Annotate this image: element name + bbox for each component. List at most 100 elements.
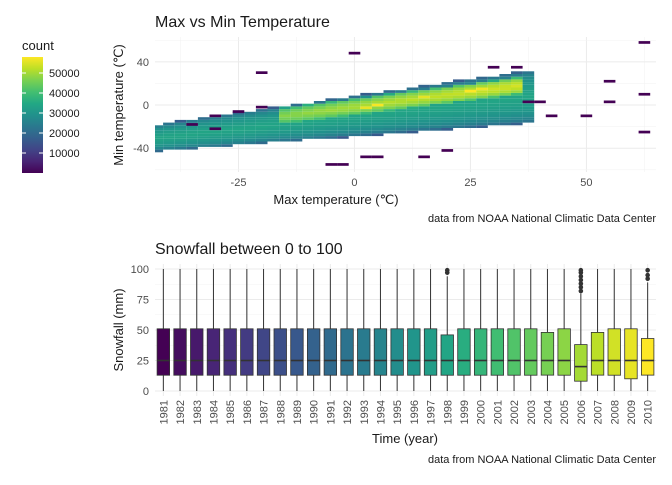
heatmap-cell [511, 122, 523, 126]
box-iqr [256, 328, 271, 376]
heatmap-cell [371, 133, 384, 137]
box-2004 [540, 269, 555, 391]
boxplot-x-tick-label: 1994 [375, 400, 387, 424]
heatmap-cell [464, 111, 477, 115]
heatmap-cell [511, 98, 523, 101]
heatmap-cell [255, 117, 268, 120]
box-2002 [507, 269, 521, 391]
heatmap-cell [221, 122, 233, 126]
boxplot-x-axis-title: Time (year) [372, 431, 438, 446]
heatmap-cell [348, 51, 361, 55]
heatmap-cell [244, 125, 256, 128]
heatmap-cell [476, 87, 488, 91]
heatmap-cell [163, 125, 175, 128]
heatmap-cell [313, 122, 326, 126]
heatmap-cell [429, 117, 442, 120]
heatmap-cell [209, 144, 222, 147]
heatmap-cell [476, 103, 488, 107]
heatmap-cell [522, 71, 535, 74]
box-2005 [557, 269, 571, 391]
heatmap-cell [464, 117, 477, 120]
heatmap-cell [348, 98, 361, 101]
heatmap-cell [406, 114, 419, 118]
box-iqr [173, 328, 187, 376]
heatmap-cell [337, 111, 349, 115]
heatmap-cell [209, 136, 222, 139]
heatmap-cell [522, 111, 535, 115]
heatmap-cell [453, 109, 465, 112]
heatmap-cell [418, 128, 430, 131]
heatmap-cell [186, 128, 198, 131]
heatmap-cell [360, 122, 372, 126]
boxplot-x-tick-label: 1989 [292, 400, 304, 424]
heatmap-cell [209, 117, 222, 120]
box-1989 [290, 269, 304, 391]
box-iqr [306, 328, 321, 376]
heatmap-cell [499, 87, 511, 91]
box-iqr [340, 328, 354, 376]
heatmap-cell [244, 138, 256, 142]
heatmap-cell [290, 103, 303, 107]
heatmap-cell [511, 95, 523, 99]
heatmap-cell [325, 103, 338, 107]
heatmap-cell [290, 119, 303, 123]
heatmap-cell [383, 92, 396, 96]
heatmap-y-tick-label: -40 [133, 143, 149, 155]
heatmap-cell [337, 128, 349, 131]
heatmap-cell [186, 136, 198, 139]
heatmap-cell [441, 125, 454, 128]
heatmap-cell [360, 130, 372, 134]
heatmap-cell [545, 114, 558, 118]
heatmap-cell [441, 122, 454, 126]
heatmap-cell [360, 109, 372, 112]
boxplot-x-tick-label: 1986 [242, 400, 254, 424]
box-iqr [190, 328, 204, 376]
heatmap-cell [209, 127, 222, 131]
boxplot-boxes [156, 267, 655, 391]
heatmap-y-tick-label: 40 [137, 57, 149, 69]
heatmap-cell [441, 117, 454, 120]
heatmap-cell [221, 138, 233, 142]
heatmap-cell [174, 146, 187, 150]
heatmap-cell [418, 155, 430, 159]
heatmap-cell [441, 90, 454, 93]
heatmap-cell [522, 98, 535, 101]
heatmap-cell [302, 103, 314, 107]
heatmap-cell [429, 128, 442, 131]
heatmap-cell [279, 106, 291, 110]
box-iqr [357, 328, 371, 376]
heatmap-cell [441, 111, 454, 115]
heatmap-cell [476, 122, 488, 126]
box-iqr [373, 328, 388, 376]
heatmap-cell [267, 114, 280, 118]
heatmap-cell [603, 100, 616, 104]
heatmap-cell [511, 82, 523, 85]
heatmap-cell [487, 82, 500, 85]
box-iqr [490, 328, 505, 376]
heatmap-cell [487, 87, 500, 91]
heatmap-cell [464, 114, 477, 118]
boxplot-y-tick-label: 25 [137, 356, 149, 368]
heatmap-cell [522, 100, 535, 104]
heatmap-cell [511, 119, 523, 123]
heatmap-cell [464, 89, 477, 93]
heatmap-cell [325, 98, 338, 101]
boxplot-x-tick-label: 1998 [442, 400, 454, 424]
heatmap-cell [155, 128, 164, 131]
heatmap-cell [186, 133, 198, 137]
heatmap-cell [255, 105, 268, 109]
heatmap-cell [337, 163, 349, 166]
heatmap-cell [255, 136, 268, 139]
heatmap-cell [476, 92, 488, 96]
heatmap-cell [232, 117, 245, 120]
heatmap-cell [499, 74, 511, 77]
heatmap-cell [209, 114, 222, 118]
heatmap-cell [302, 111, 314, 115]
heatmap-cell [511, 117, 523, 120]
heatmap-cell [418, 117, 430, 120]
heatmap-caption: data from NOAA National Climatic Data Ce… [428, 213, 656, 225]
heatmap-cell [186, 130, 198, 134]
legend-title: count [22, 38, 54, 53]
box-iqr [423, 328, 438, 376]
heatmap-cell [244, 117, 256, 120]
